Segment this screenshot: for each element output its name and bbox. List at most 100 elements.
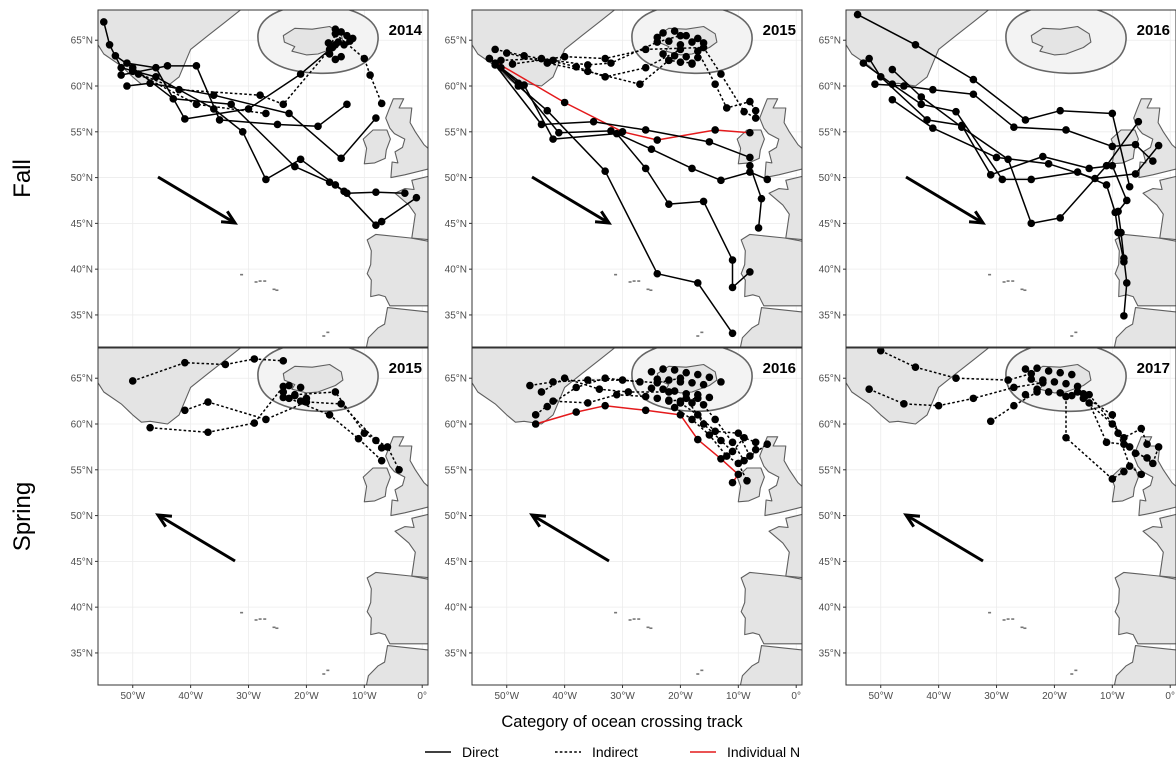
location-point: [734, 459, 743, 468]
y-tick-label: 65°N: [819, 36, 841, 47]
land-france: [768, 513, 802, 579]
direction-arrowhead: [903, 513, 921, 528]
location-point: [1033, 364, 1041, 372]
track-direct: [103, 21, 405, 194]
location-point: [676, 397, 685, 405]
location-point: [1108, 411, 1117, 419]
island: [1002, 619, 1006, 621]
location-point: [537, 388, 546, 396]
location-point: [146, 79, 154, 88]
island: [258, 618, 262, 620]
location-point: [682, 52, 691, 61]
direction-arrowhead: [155, 513, 173, 528]
location-point: [152, 63, 160, 72]
location-point: [291, 391, 299, 400]
location-point: [728, 329, 737, 338]
y-tick-label: 35°N: [445, 310, 467, 321]
location-point: [1039, 376, 1047, 384]
location-point: [1004, 376, 1012, 384]
location-point: [711, 415, 719, 424]
location-point: [986, 171, 995, 179]
x-axis-title: Category of ocean crossing track: [501, 713, 743, 731]
y-tick-label: 40°N: [71, 265, 93, 276]
location-point: [1062, 433, 1070, 442]
track-indirect: [1065, 396, 1125, 480]
island: [240, 273, 244, 276]
location-point: [688, 415, 696, 424]
location-point: [543, 106, 552, 115]
y-tick-label: 40°N: [445, 603, 467, 614]
location-point: [653, 375, 662, 383]
land-iberia: [366, 233, 428, 307]
location-point: [1010, 383, 1018, 392]
location-point: [215, 116, 224, 124]
location-point: [337, 28, 345, 36]
y-tick-label: 60°N: [445, 82, 467, 93]
location-point: [746, 128, 754, 137]
location-point: [1004, 155, 1012, 164]
location-point: [676, 31, 685, 40]
location-point: [572, 383, 581, 392]
location-point: [751, 438, 760, 447]
location-point: [1108, 109, 1117, 118]
location-point: [740, 107, 748, 116]
y-tick-label: 50°N: [71, 173, 93, 184]
location-point: [1050, 378, 1059, 386]
location-point: [262, 415, 270, 424]
location-point: [589, 117, 598, 126]
location-point: [395, 465, 403, 474]
location-point: [969, 90, 978, 99]
location-point: [1073, 388, 1082, 396]
land-britain: [385, 98, 428, 179]
y-tick-label: 60°N: [819, 82, 841, 93]
location-point: [665, 37, 673, 45]
track-indirect: [132, 358, 284, 382]
location-point: [1067, 370, 1076, 379]
location-point: [1120, 258, 1128, 266]
location-point: [296, 70, 305, 78]
x-tick-label: 40°W: [552, 691, 577, 702]
land-africa: [739, 307, 802, 347]
location-point: [952, 374, 960, 383]
location-point: [998, 175, 1007, 184]
location-point: [722, 104, 731, 112]
panel-border: [471, 347, 803, 686]
location-point: [99, 18, 108, 26]
location-point: [250, 355, 259, 363]
land-ireland: [736, 467, 765, 503]
location-point: [1108, 420, 1117, 428]
location-point: [665, 396, 673, 404]
location-point: [636, 80, 644, 88]
y-tick-label: 50°N: [819, 173, 841, 184]
location-point: [653, 136, 662, 144]
location-point: [670, 366, 679, 374]
y-tick-label: 50°N: [445, 511, 467, 522]
location-point: [302, 394, 311, 403]
location-point: [146, 423, 154, 432]
island: [696, 673, 700, 675]
location-point: [934, 401, 943, 410]
location-point: [595, 385, 604, 394]
direction-arrowhead: [220, 210, 238, 225]
location-point: [1149, 157, 1157, 165]
location-point: [279, 382, 288, 391]
island: [696, 335, 700, 337]
track-indirect: [685, 397, 756, 453]
location-point: [618, 127, 627, 136]
location-point: [682, 368, 691, 377]
track-indirect: [294, 391, 400, 471]
y-tick-label: 35°N: [71, 310, 93, 321]
x-tick-label: 30°W: [984, 691, 1009, 702]
location-point: [607, 59, 615, 67]
location-point: [1131, 449, 1140, 458]
location-point: [1134, 117, 1143, 126]
location-point: [291, 162, 299, 171]
x-tick-label: 10°W: [726, 691, 751, 702]
location-point: [497, 56, 505, 65]
location-point: [682, 389, 691, 398]
location-point: [372, 188, 380, 197]
location-point: [360, 54, 369, 63]
location-point: [377, 99, 386, 108]
location-point: [665, 388, 673, 396]
location-point: [555, 128, 563, 137]
